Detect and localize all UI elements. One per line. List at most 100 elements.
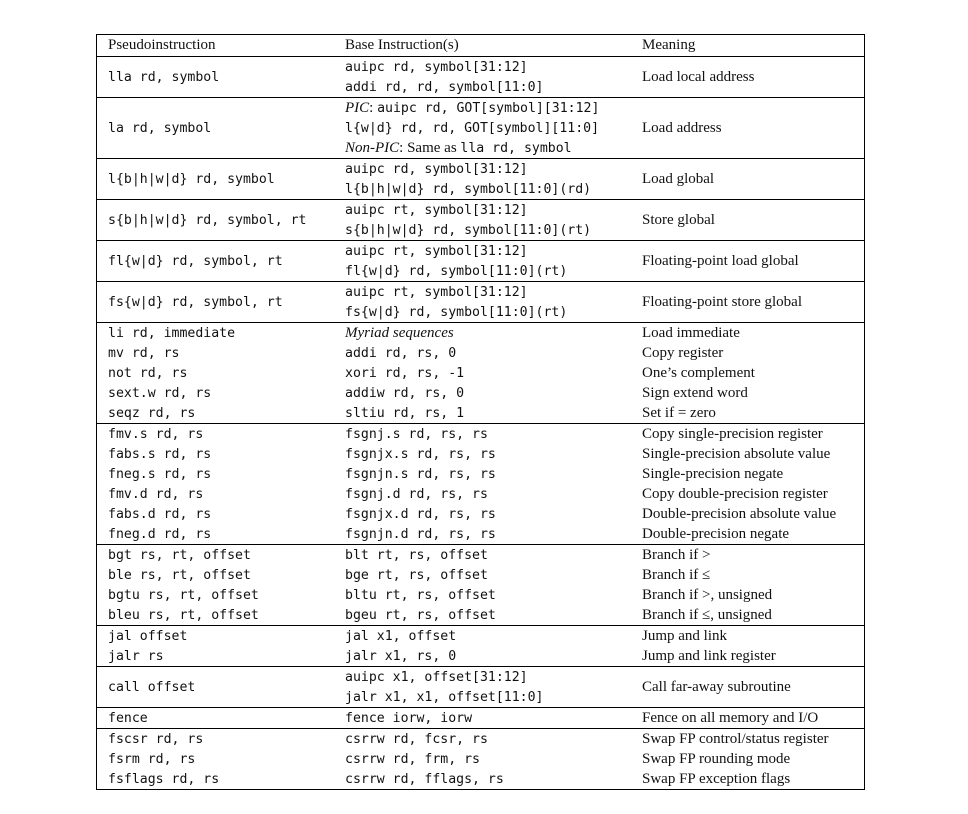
- instruction-text: s{b|h|w|d} rd, symbol[11:0](rt): [345, 223, 592, 238]
- meaning-column: Fence on all memory and I/O: [632, 708, 864, 728]
- pseudoinstruction-cell: bgt rs, rt, offset: [108, 547, 251, 563]
- base-instruction-cell: PIC: auipc rd, GOT[symbol][31:12] l{w|d} …: [345, 98, 632, 158]
- base-instruction-line: auipc rd, symbol[31:12]: [345, 159, 632, 179]
- meaning-column: Load immediate Copy register One’s complem…: [632, 323, 864, 423]
- base-instruction-line: PIC: auipc rd, GOT[symbol][31:12]: [345, 98, 632, 118]
- meaning-cell: Floating-point load global: [642, 252, 799, 269]
- instruction-text: bge rt, rs, offset: [345, 568, 488, 583]
- meaning-cell: Copy single-precision register: [642, 425, 823, 442]
- meaning-cell: Swap FP control/status register: [642, 730, 829, 747]
- pseudoinstruction-cell: fl{w|d} rd, symbol, rt: [108, 253, 283, 269]
- meaning-cell: Load global: [642, 170, 715, 187]
- instruction-text: auipc rd, GOT[symbol][31:12]: [377, 101, 600, 116]
- base-instruction-cell: csrrw rd, fflags, rs: [345, 769, 632, 789]
- instruction-text: bltu rt, rs, offset: [345, 588, 496, 603]
- base-instruction-cell: bgeu rt, rs, offset: [345, 605, 632, 625]
- instruction-text: addi rd, rs, 0: [345, 346, 457, 361]
- base-instruction-cell: sltiu rd, rs, 1: [345, 403, 632, 423]
- base-instruction-line: bltu rt, rs, offset: [345, 585, 632, 605]
- meaning-column: Jump and link Jump and link register: [632, 626, 864, 666]
- base-column: fence iorw, iorw: [335, 708, 632, 728]
- base-instruction-line: fs{w|d} rd, symbol[11:0](rt): [345, 302, 632, 322]
- base-instruction-line: auipc x1, offset[31:12]: [345, 667, 632, 687]
- pseudoinstruction-cell: lla rd, symbol: [108, 69, 220, 85]
- row-group: fence fence iorw, iorw Fence on all memory…: [97, 708, 864, 729]
- base-instruction-line: jalr x1, rs, 0: [345, 646, 632, 666]
- instruction-text: addiw rd, rs, 0: [345, 386, 465, 401]
- header-meaning: Meaning: [642, 37, 696, 53]
- pseudo-column: lla rd, symbol: [97, 57, 335, 97]
- meaning-cell: One’s complement: [642, 364, 755, 381]
- instruction-text: csrrw rd, fflags, rs: [345, 772, 504, 787]
- base-instruction-cell: auipc rt, symbol[31:12] fl{w|d} rd, symbo…: [345, 241, 632, 281]
- base-instruction-cell: auipc x1, offset[31:12] jalr x1, x1, offs…: [345, 667, 632, 707]
- base-instruction-cell: csrrw rd, frm, rs: [345, 749, 632, 769]
- meaning-cell: Load immediate: [642, 324, 740, 341]
- meaning-cell: Branch if ≤, unsigned: [642, 606, 772, 623]
- pseudoinstruction-cell: sext.w rd, rs: [108, 385, 212, 401]
- base-instruction-line: s{b|h|w|d} rd, symbol[11:0](rt): [345, 220, 632, 240]
- variant-label: PIC: [345, 100, 370, 116]
- meaning-cell: Copy double-precision register: [642, 485, 828, 502]
- base-column: jal x1, offset jalr x1, rs, 0: [335, 626, 632, 666]
- meaning-column: Floating-point load global: [632, 241, 864, 281]
- base-instruction-line: Non-PIC: Same as lla rd, symbol: [345, 138, 632, 158]
- meaning-cell: Sign extend word: [642, 384, 748, 401]
- meaning-cell: Branch if >: [642, 546, 711, 563]
- pseudo-column: l{b|h|w|d} rd, symbol: [97, 159, 335, 199]
- base-instruction-line: csrrw rd, fcsr, rs: [345, 729, 632, 749]
- instruction-text: auipc rt, symbol[31:12]: [345, 203, 528, 218]
- row-group: bgt rs, rt, offset ble rs, rt, offset bgtu…: [97, 545, 864, 626]
- meaning-column: Store global: [632, 200, 864, 240]
- base-instruction-cell: blt rt, rs, offset: [345, 545, 632, 565]
- base-instruction-line: jalr x1, x1, offset[11:0]: [345, 687, 632, 707]
- instruction-text: blt rt, rs, offset: [345, 548, 488, 563]
- base-instruction-line: auipc rt, symbol[31:12]: [345, 200, 632, 220]
- row-group: la rd, symbol PIC: auipc rd, GOT[symbol][…: [97, 98, 864, 159]
- meaning-cell: Floating-point store global: [642, 293, 802, 310]
- header-pseudoinstruction: Pseudoinstruction: [108, 37, 216, 53]
- pseudoinstruction-cell: s{b|h|w|d} rd, symbol, rt: [108, 212, 307, 228]
- base-instruction-cell: xori rd, rs, -1: [345, 363, 632, 383]
- variant-label: Non-PIC: [345, 140, 400, 156]
- meaning-cell: Load local address: [642, 68, 755, 85]
- pseudo-column: fscsr rd, rs fsrm rd, rs fsflags rd, rs: [97, 729, 335, 789]
- base-instruction-cell: addiw rd, rs, 0: [345, 383, 632, 403]
- base-instruction-cell: auipc rd, symbol[31:12] addi rd, rd, symb…: [345, 57, 632, 97]
- meaning-cell: Store global: [642, 211, 715, 228]
- instruction-text: addi rd, rd, symbol[11:0]: [345, 80, 544, 95]
- header-base-instructions: Base Instruction(s): [345, 37, 459, 53]
- instruction-text: fsgnjx.d rd, rs, rs: [345, 507, 496, 522]
- row-group: call offset auipc x1, offset[31:12] jalr x…: [97, 667, 864, 708]
- row-group: fmv.s rd, rs fabs.s rd, rs fneg.s rd, rs fm…: [97, 424, 864, 545]
- instruction-text: jal x1, offset: [345, 629, 457, 644]
- row-group: lla rd, symbol auipc rd, symbol[31:12] add…: [97, 57, 864, 98]
- pseudoinstruction-cell: call offset: [108, 679, 196, 695]
- instruction-text: auipc rt, symbol[31:12]: [345, 285, 528, 300]
- pseudo-column: la rd, symbol: [97, 98, 335, 158]
- pseudoinstruction-cell: fsrm rd, rs: [108, 751, 196, 767]
- instruction-text: fl{w|d} rd, symbol[11:0](rt): [345, 264, 568, 279]
- base-instruction-line: bgeu rt, rs, offset: [345, 605, 632, 625]
- base-instruction-line: csrrw rd, fflags, rs: [345, 769, 632, 789]
- pseudoinstruction-cell: fabs.d rd, rs: [108, 506, 212, 522]
- row-group: li rd, immediate mv rd, rs not rd, rs sext.…: [97, 323, 864, 424]
- instruction-text: auipc rd, symbol[31:12]: [345, 60, 528, 75]
- instruction-text: fsgnjx.s rd, rs, rs: [345, 447, 496, 462]
- meaning-cell: Double-precision negate: [642, 525, 790, 542]
- base-instruction-cell: jalr x1, rs, 0: [345, 646, 632, 666]
- row-group: fscsr rd, rs fsrm rd, rs fsflags rd, rs csr…: [97, 729, 864, 790]
- meaning-cell: Load address: [642, 119, 722, 136]
- meaning-cell: Branch if ≤: [642, 566, 711, 583]
- instruction-text: bgeu rt, rs, offset: [345, 608, 496, 623]
- base-column: auipc rd, symbol[31:12] addi rd, rd, symb…: [335, 57, 632, 97]
- pseudoinstruction-cell: jal offset: [108, 628, 188, 644]
- base-instruction-cell: Myriad sequences: [345, 323, 632, 343]
- base-instruction-cell: auipc rd, symbol[31:12] l{b|h|w|d} rd, sy…: [345, 159, 632, 199]
- instruction-text: fsgnjn.d rd, rs, rs: [345, 527, 496, 542]
- base-instruction-line: sltiu rd, rs, 1: [345, 403, 632, 423]
- instruction-note: Myriad sequences: [345, 325, 454, 341]
- meaning-column: Load local address: [632, 57, 864, 97]
- base-column: auipc x1, offset[31:12] jalr x1, x1, offs…: [335, 667, 632, 707]
- base-instruction-line: blt rt, rs, offset: [345, 545, 632, 565]
